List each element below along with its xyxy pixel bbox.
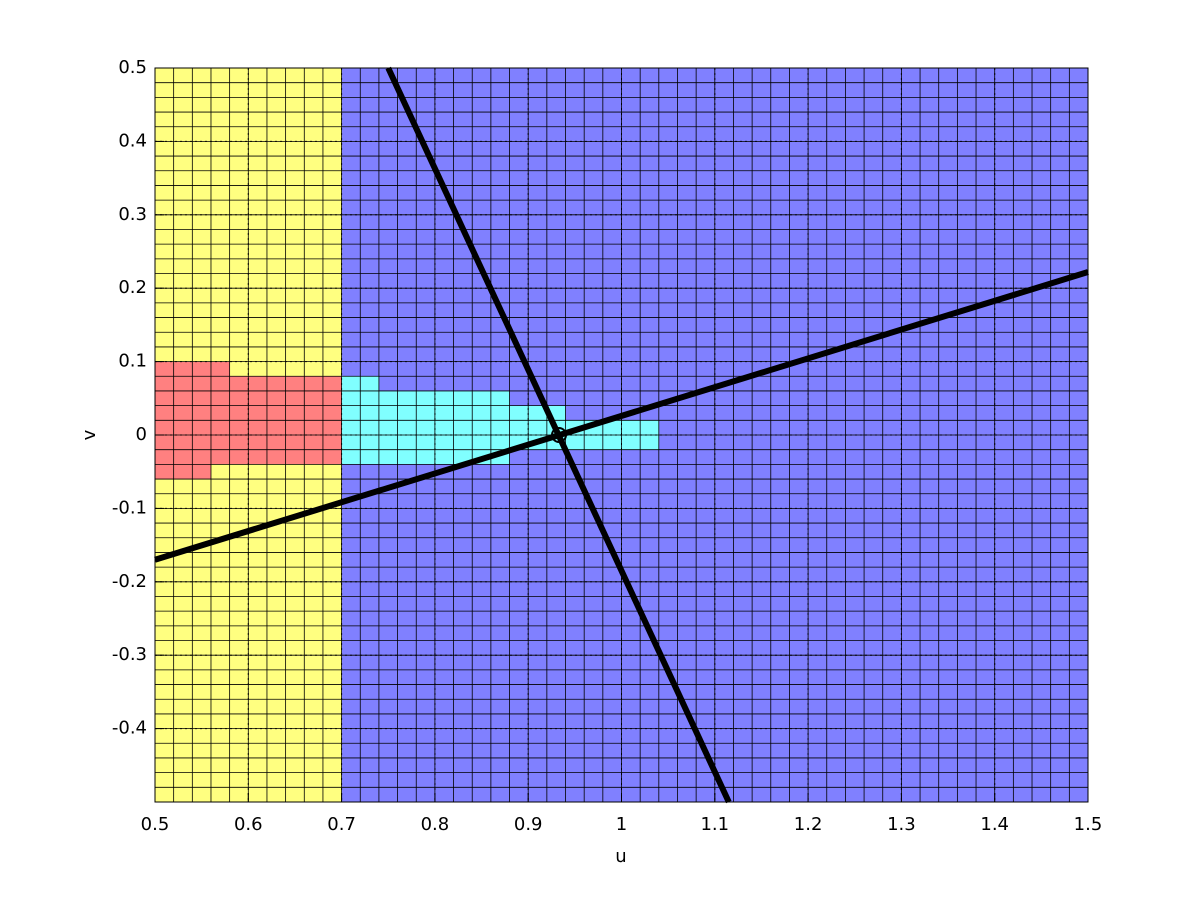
x-tick-label: 1 (616, 814, 627, 835)
x-tick-label: 1.5 (1074, 814, 1103, 835)
point-marker (550, 427, 567, 443)
y-tick-label: 0.1 (118, 351, 147, 372)
x-tick-label: 0.8 (421, 814, 450, 835)
x-tick-label: 1.4 (980, 814, 1009, 835)
y-tick-label: 0.2 (118, 277, 147, 298)
y-tick-label: 0.4 (118, 130, 147, 151)
x-tick-label: 0.5 (141, 814, 170, 835)
x-tick-label: 1.3 (887, 814, 916, 835)
axes-box (154, 67, 1089, 803)
y-tick-label: 0 (136, 424, 147, 445)
x-axis-label: u (615, 846, 626, 867)
y-axis-label: v (79, 429, 100, 440)
x-tick-label: 1.2 (794, 814, 823, 835)
x-tick-label: 0.9 (514, 814, 543, 835)
y-tick-label: -0.2 (112, 571, 147, 592)
line (154, 269, 1089, 563)
y-tick-label: -0.4 (112, 718, 147, 739)
region (155, 464, 211, 480)
y-tick-label: 0.5 (118, 57, 147, 78)
y-tick-label: -0.1 (112, 497, 147, 518)
x-tick-label: 0.7 (327, 814, 356, 835)
x-tick-label: 0.6 (234, 814, 263, 835)
y-tick-label: -0.3 (112, 644, 147, 665)
line (385, 66, 732, 804)
y-tick-label: 0.3 (118, 204, 147, 225)
x-tick-label: 1.1 (700, 814, 729, 835)
region (378, 390, 510, 465)
